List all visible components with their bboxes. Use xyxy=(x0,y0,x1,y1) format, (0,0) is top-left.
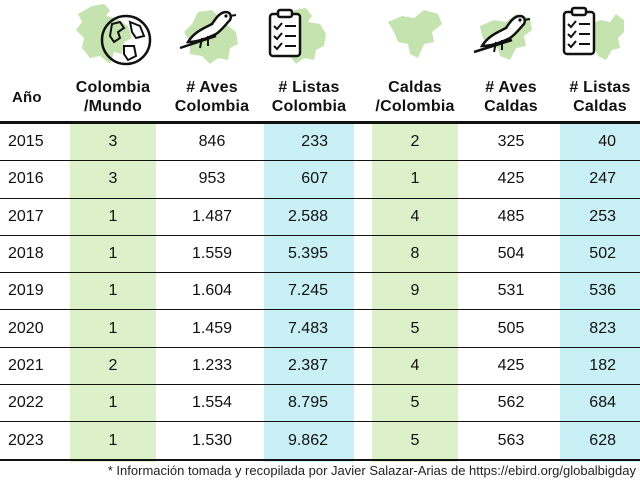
cell-listas-colombia: 9.862 xyxy=(287,432,328,450)
cell-caldas-colombia: 8 xyxy=(410,245,420,263)
cell-aves-caldas: 425 xyxy=(497,170,525,188)
cell-year: 2018 xyxy=(8,245,44,263)
cell-colombia-mundo: 1 xyxy=(108,207,118,225)
header-year: Año xyxy=(12,88,42,106)
cell-listas-colombia: 2.387 xyxy=(287,356,328,374)
table-row: 2019 1 1.604 7.245 9 531 536 xyxy=(0,273,640,311)
cell-colombia-mundo: 1 xyxy=(108,245,118,263)
cell-listas-caldas: 628 xyxy=(589,432,616,450)
cell-year: 2019 xyxy=(8,282,44,300)
cell-year: 2016 xyxy=(8,170,44,188)
cell-listas-caldas: 182 xyxy=(589,356,616,374)
cell-aves-caldas: 562 xyxy=(497,394,525,412)
cell-colombia-mundo: 1 xyxy=(108,282,118,300)
cell-aves-colombia: 846 xyxy=(198,133,226,151)
cell-aves-caldas: 485 xyxy=(497,207,525,225)
table-row: 2021 2 1.233 2.387 4 425 182 xyxy=(0,348,640,386)
cell-aves-caldas: 425 xyxy=(497,356,525,374)
checklist-caldas-icon xyxy=(562,6,624,60)
cell-year: 2017 xyxy=(8,207,44,225)
cell-year: 2020 xyxy=(8,319,44,337)
table-row: 2017 1 1.487 2.588 4 485 253 xyxy=(0,199,640,236)
cell-colombia-mundo: 2 xyxy=(108,356,118,374)
cell-colombia-mundo: 3 xyxy=(108,133,118,151)
table-row: 2015 3 846 233 2 325 40 xyxy=(0,124,640,162)
colombia-map-icon xyxy=(76,4,132,64)
cell-listas-colombia: 7.483 xyxy=(287,319,328,337)
table-row: 2018 1 1.559 5.395 8 504 502 xyxy=(0,236,640,274)
cell-colombia-mundo: 1 xyxy=(108,432,118,450)
cell-listas-colombia: 2.588 xyxy=(287,207,328,225)
cell-aves-caldas: 563 xyxy=(497,432,525,450)
header-listas-caldas: # Listas Caldas xyxy=(569,79,631,115)
cell-caldas-colombia: 2 xyxy=(410,133,420,151)
listas-caldas-column-bg xyxy=(560,122,640,462)
listas-colombia-column-bg xyxy=(264,122,354,462)
caldas-colombia-column-bg xyxy=(372,122,458,462)
table-row: 2022 1 1.554 8.795 5 562 684 xyxy=(0,385,640,423)
cell-caldas-colombia: 5 xyxy=(410,394,420,412)
cell-aves-colombia: 1.233 xyxy=(191,356,233,374)
cell-colombia-mundo: 3 xyxy=(108,170,118,188)
cell-aves-colombia: 1.559 xyxy=(191,245,233,263)
cell-listas-caldas: 253 xyxy=(589,207,616,225)
table-row: 2023 1 1.530 9.862 5 563 628 xyxy=(0,422,640,459)
source-footnote: * Información tomada y recopilada por Ja… xyxy=(107,463,636,478)
cell-listas-colombia: 607 xyxy=(301,170,328,188)
data-table: 2015 3 846 233 2 325 40 2016 3 953 607 1… xyxy=(0,124,640,460)
cell-aves-colombia: 1.604 xyxy=(191,282,233,300)
cell-caldas-colombia: 5 xyxy=(410,432,420,450)
cell-aves-caldas: 531 xyxy=(497,282,525,300)
cell-listas-caldas: 684 xyxy=(589,394,616,412)
header-listas-colombia: # Listas Colombia xyxy=(271,79,347,115)
table-top-rule xyxy=(0,121,640,124)
cell-listas-caldas: 40 xyxy=(598,133,616,151)
cell-caldas-colombia: 4 xyxy=(410,356,420,374)
cell-listas-caldas: 502 xyxy=(589,245,616,263)
cell-aves-caldas: 505 xyxy=(497,319,525,337)
bird-colombia-icon xyxy=(179,10,238,64)
header-colombia-mundo: Colombia /Mundo xyxy=(75,79,151,115)
cell-aves-colombia: 1.459 xyxy=(191,319,233,337)
cell-year: 2021 xyxy=(8,356,44,374)
cell-listas-colombia: 7.245 xyxy=(287,282,328,300)
bird-caldas-icon xyxy=(473,14,532,60)
icon-row xyxy=(0,0,640,72)
table-bottom-rule xyxy=(0,459,640,461)
cell-year: 2015 xyxy=(8,133,44,151)
cell-colombia-mundo: 1 xyxy=(108,319,118,337)
colombia-mundo-column-bg xyxy=(70,122,156,462)
cell-aves-caldas: 504 xyxy=(497,245,525,263)
caldas-map-icon xyxy=(388,10,442,58)
cell-listas-caldas: 247 xyxy=(589,170,616,188)
cell-listas-caldas: 823 xyxy=(589,319,616,337)
cell-aves-colombia: 953 xyxy=(198,170,226,188)
table-header: Año Colombia /Mundo # Aves Colombia # Li… xyxy=(0,72,640,122)
cell-listas-colombia: 233 xyxy=(301,133,328,151)
cell-year: 2023 xyxy=(8,432,44,450)
globe-icon xyxy=(100,14,152,66)
cell-listas-colombia: 5.395 xyxy=(287,245,328,263)
table-row: 2016 3 953 607 1 425 247 xyxy=(0,161,640,199)
cell-colombia-mundo: 1 xyxy=(108,394,118,412)
cell-listas-caldas: 536 xyxy=(589,282,616,300)
header-aves-caldas: # Aves Caldas xyxy=(484,79,538,115)
cell-caldas-colombia: 4 xyxy=(410,207,420,225)
checklist-colombia-icon xyxy=(268,8,326,64)
table-row: 2020 1 1.459 7.483 5 505 823 xyxy=(0,310,640,348)
cell-year: 2022 xyxy=(8,394,44,412)
cell-caldas-colombia: 1 xyxy=(410,170,420,188)
cell-caldas-colombia: 9 xyxy=(410,282,420,300)
header-aves-colombia: # Aves Colombia xyxy=(174,79,250,115)
cell-aves-colombia: 1.554 xyxy=(191,394,233,412)
cell-aves-colombia: 1.530 xyxy=(191,432,233,450)
cell-caldas-colombia: 5 xyxy=(410,319,420,337)
cell-aves-colombia: 1.487 xyxy=(191,207,233,225)
cell-listas-colombia: 8.795 xyxy=(287,394,328,412)
cell-aves-caldas: 325 xyxy=(497,133,525,151)
header-caldas-colombia: Caldas /Colombia xyxy=(375,79,455,115)
